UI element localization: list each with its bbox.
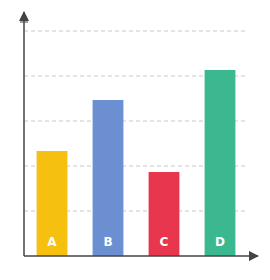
- grid-line: [24, 31, 248, 32]
- category-label: B: [103, 235, 112, 249]
- bar: [149, 172, 180, 256]
- bar: [93, 100, 124, 256]
- bar: [205, 70, 236, 256]
- chart: A B C D: [0, 0, 270, 280]
- y-axis: [23, 12, 25, 256]
- category-label: D: [215, 235, 225, 249]
- category-label: A: [47, 235, 57, 249]
- y-range-end: [20, 22, 28, 23]
- axes: [20, 12, 258, 256]
- bar: [37, 151, 68, 256]
- category-label: C: [160, 235, 169, 249]
- bar-labels: A B C D: [47, 235, 225, 249]
- chart-container: A B C D: [0, 0, 270, 280]
- bars: [37, 70, 236, 256]
- x-axis: [24, 255, 258, 257]
